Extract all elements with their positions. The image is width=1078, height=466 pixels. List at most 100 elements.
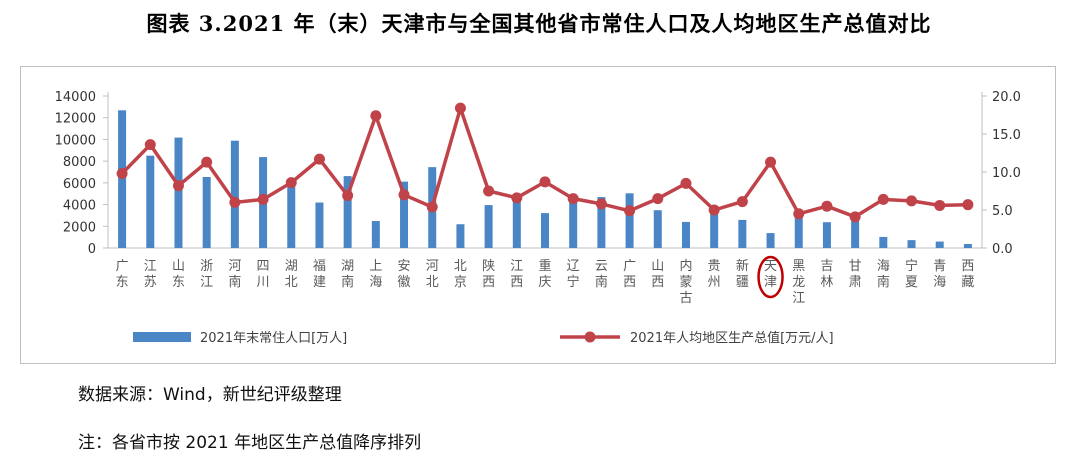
bar-population-6 <box>287 184 296 248</box>
category-label-4: 河南 <box>228 259 241 290</box>
point-gdp-24 <box>793 208 805 220</box>
point-gdp-30 <box>962 199 974 211</box>
bar-population-24 <box>794 214 803 248</box>
bar-population-8 <box>343 176 352 248</box>
right-tick-label: 10.0 <box>992 166 1021 181</box>
point-gdp-20 <box>680 177 692 189</box>
category-label-11: 河北 <box>426 259 439 290</box>
point-gdp-10 <box>398 189 410 201</box>
point-gdp-9 <box>370 110 382 122</box>
category-label-1: 江苏 <box>144 259 157 290</box>
point-gdp-6 <box>285 177 297 189</box>
right-tick-label: 20.0 <box>992 90 1021 105</box>
category-label-6: 湖北 <box>285 259 298 290</box>
point-gdp-8 <box>342 190 354 202</box>
source-note: 数据来源：Wind，新世纪评级整理 <box>78 385 342 405</box>
point-gdp-23 <box>765 156 777 168</box>
point-gdp-12 <box>454 102 466 114</box>
bar-population-30 <box>963 244 972 248</box>
bar-population-7 <box>315 202 324 248</box>
point-gdp-17 <box>595 198 607 210</box>
category-label-10: 安徽 <box>398 259 411 290</box>
order-note: 注：各省市按 2021 年地区生产总值降序排列 <box>78 433 422 453</box>
legend-line-label: 2021年人均地区生产总值[万元/人] <box>630 330 834 346</box>
bar-population-20 <box>681 221 690 248</box>
highlight-tianjin-ellipse <box>757 255 784 299</box>
point-gdp-0 <box>116 168 128 180</box>
legend-bar-swatch <box>133 332 191 342</box>
point-gdp-1 <box>144 139 156 151</box>
category-label-7: 福建 <box>313 259 326 290</box>
bar-population-17 <box>597 197 606 248</box>
category-label-20: 内蒙古 <box>679 258 692 306</box>
bar-population-2 <box>174 137 183 248</box>
bar-population-29 <box>935 241 944 248</box>
bar-population-25 <box>822 222 831 248</box>
chart-frame <box>20 66 1056 364</box>
bar-population-22 <box>738 219 747 248</box>
point-gdp-2 <box>172 180 184 192</box>
category-label-14: 江西 <box>510 259 523 290</box>
left-tick-label: 6000 <box>63 177 96 192</box>
point-gdp-3 <box>201 156 213 168</box>
category-label-23: 天津 <box>764 259 777 290</box>
point-gdp-22 <box>736 196 748 208</box>
point-gdp-7 <box>313 153 325 165</box>
bar-population-28 <box>907 240 916 248</box>
point-gdp-19 <box>652 193 664 205</box>
category-label-19: 山西 <box>651 259 664 290</box>
bar-population-16 <box>569 202 578 248</box>
point-gdp-21 <box>708 204 720 216</box>
point-gdp-13 <box>483 185 495 197</box>
point-gdp-14 <box>511 192 523 204</box>
category-label-3: 浙江 <box>200 259 213 290</box>
legend-line-marker <box>584 331 596 343</box>
left-tick-label: 4000 <box>63 199 96 214</box>
bar-population-0 <box>118 110 127 249</box>
left-tick-label: 8000 <box>63 155 96 170</box>
bar-population-14 <box>512 198 521 248</box>
category-label-29: 青海 <box>933 259 946 290</box>
category-label-12: 北京 <box>454 259 467 290</box>
category-label-18: 广西 <box>623 259 636 290</box>
category-label-17: 云南 <box>595 259 608 290</box>
chart-title: 图表 3.2021 年（末）天津市与全国其他省市常住人口及人均地区生产总值对比 <box>146 11 932 36</box>
category-label-15: 重庆 <box>538 258 551 290</box>
combo-chart: 0 2000 4000 6000 8000 10000 12000 14000 0.0 5.0 10… <box>55 90 1021 346</box>
bar-population-13 <box>484 205 493 248</box>
category-label-24: 黑龙江 <box>792 259 805 306</box>
point-gdp-4 <box>229 196 241 208</box>
bar-population-19 <box>653 210 662 248</box>
bar-population-21 <box>710 206 719 248</box>
point-gdp-15 <box>539 176 551 188</box>
left-tick-label: 0 <box>88 242 96 257</box>
point-gdp-26 <box>849 211 861 223</box>
point-gdp-5 <box>257 193 269 205</box>
bar-population-12 <box>456 224 465 248</box>
point-gdp-11 <box>426 201 438 213</box>
point-gdp-29 <box>934 199 946 211</box>
category-label-2: 山东 <box>172 259 185 290</box>
bar-population-10 <box>400 181 409 248</box>
point-gdp-16 <box>567 193 579 205</box>
right-tick-label: 15.0 <box>992 128 1021 143</box>
category-label-13: 陕西 <box>482 259 495 290</box>
point-gdp-25 <box>821 200 833 212</box>
legend-bar-label: 2021年末常住人口[万人] <box>200 331 347 346</box>
left-tick-label: 10000 <box>55 133 96 148</box>
point-gdp-18 <box>624 205 636 217</box>
bar-population-1 <box>146 155 155 248</box>
category-label-22: 新疆 <box>736 258 749 290</box>
bar-population-9 <box>371 220 380 248</box>
left-tick-label: 12000 <box>55 112 96 127</box>
category-label-9: 上海 <box>369 259 382 290</box>
left-tick-label: 14000 <box>55 90 96 105</box>
category-label-21: 贵州 <box>708 259 721 290</box>
category-label-16: 辽宁 <box>567 259 580 290</box>
category-label-30: 西藏 <box>961 259 974 290</box>
line-gdp-per-capita <box>120 106 968 219</box>
category-label-28: 宁夏 <box>905 258 918 290</box>
bar-population-3 <box>202 176 211 248</box>
bar-population-4 <box>230 140 239 248</box>
category-label-26: 甘肃 <box>849 259 862 290</box>
